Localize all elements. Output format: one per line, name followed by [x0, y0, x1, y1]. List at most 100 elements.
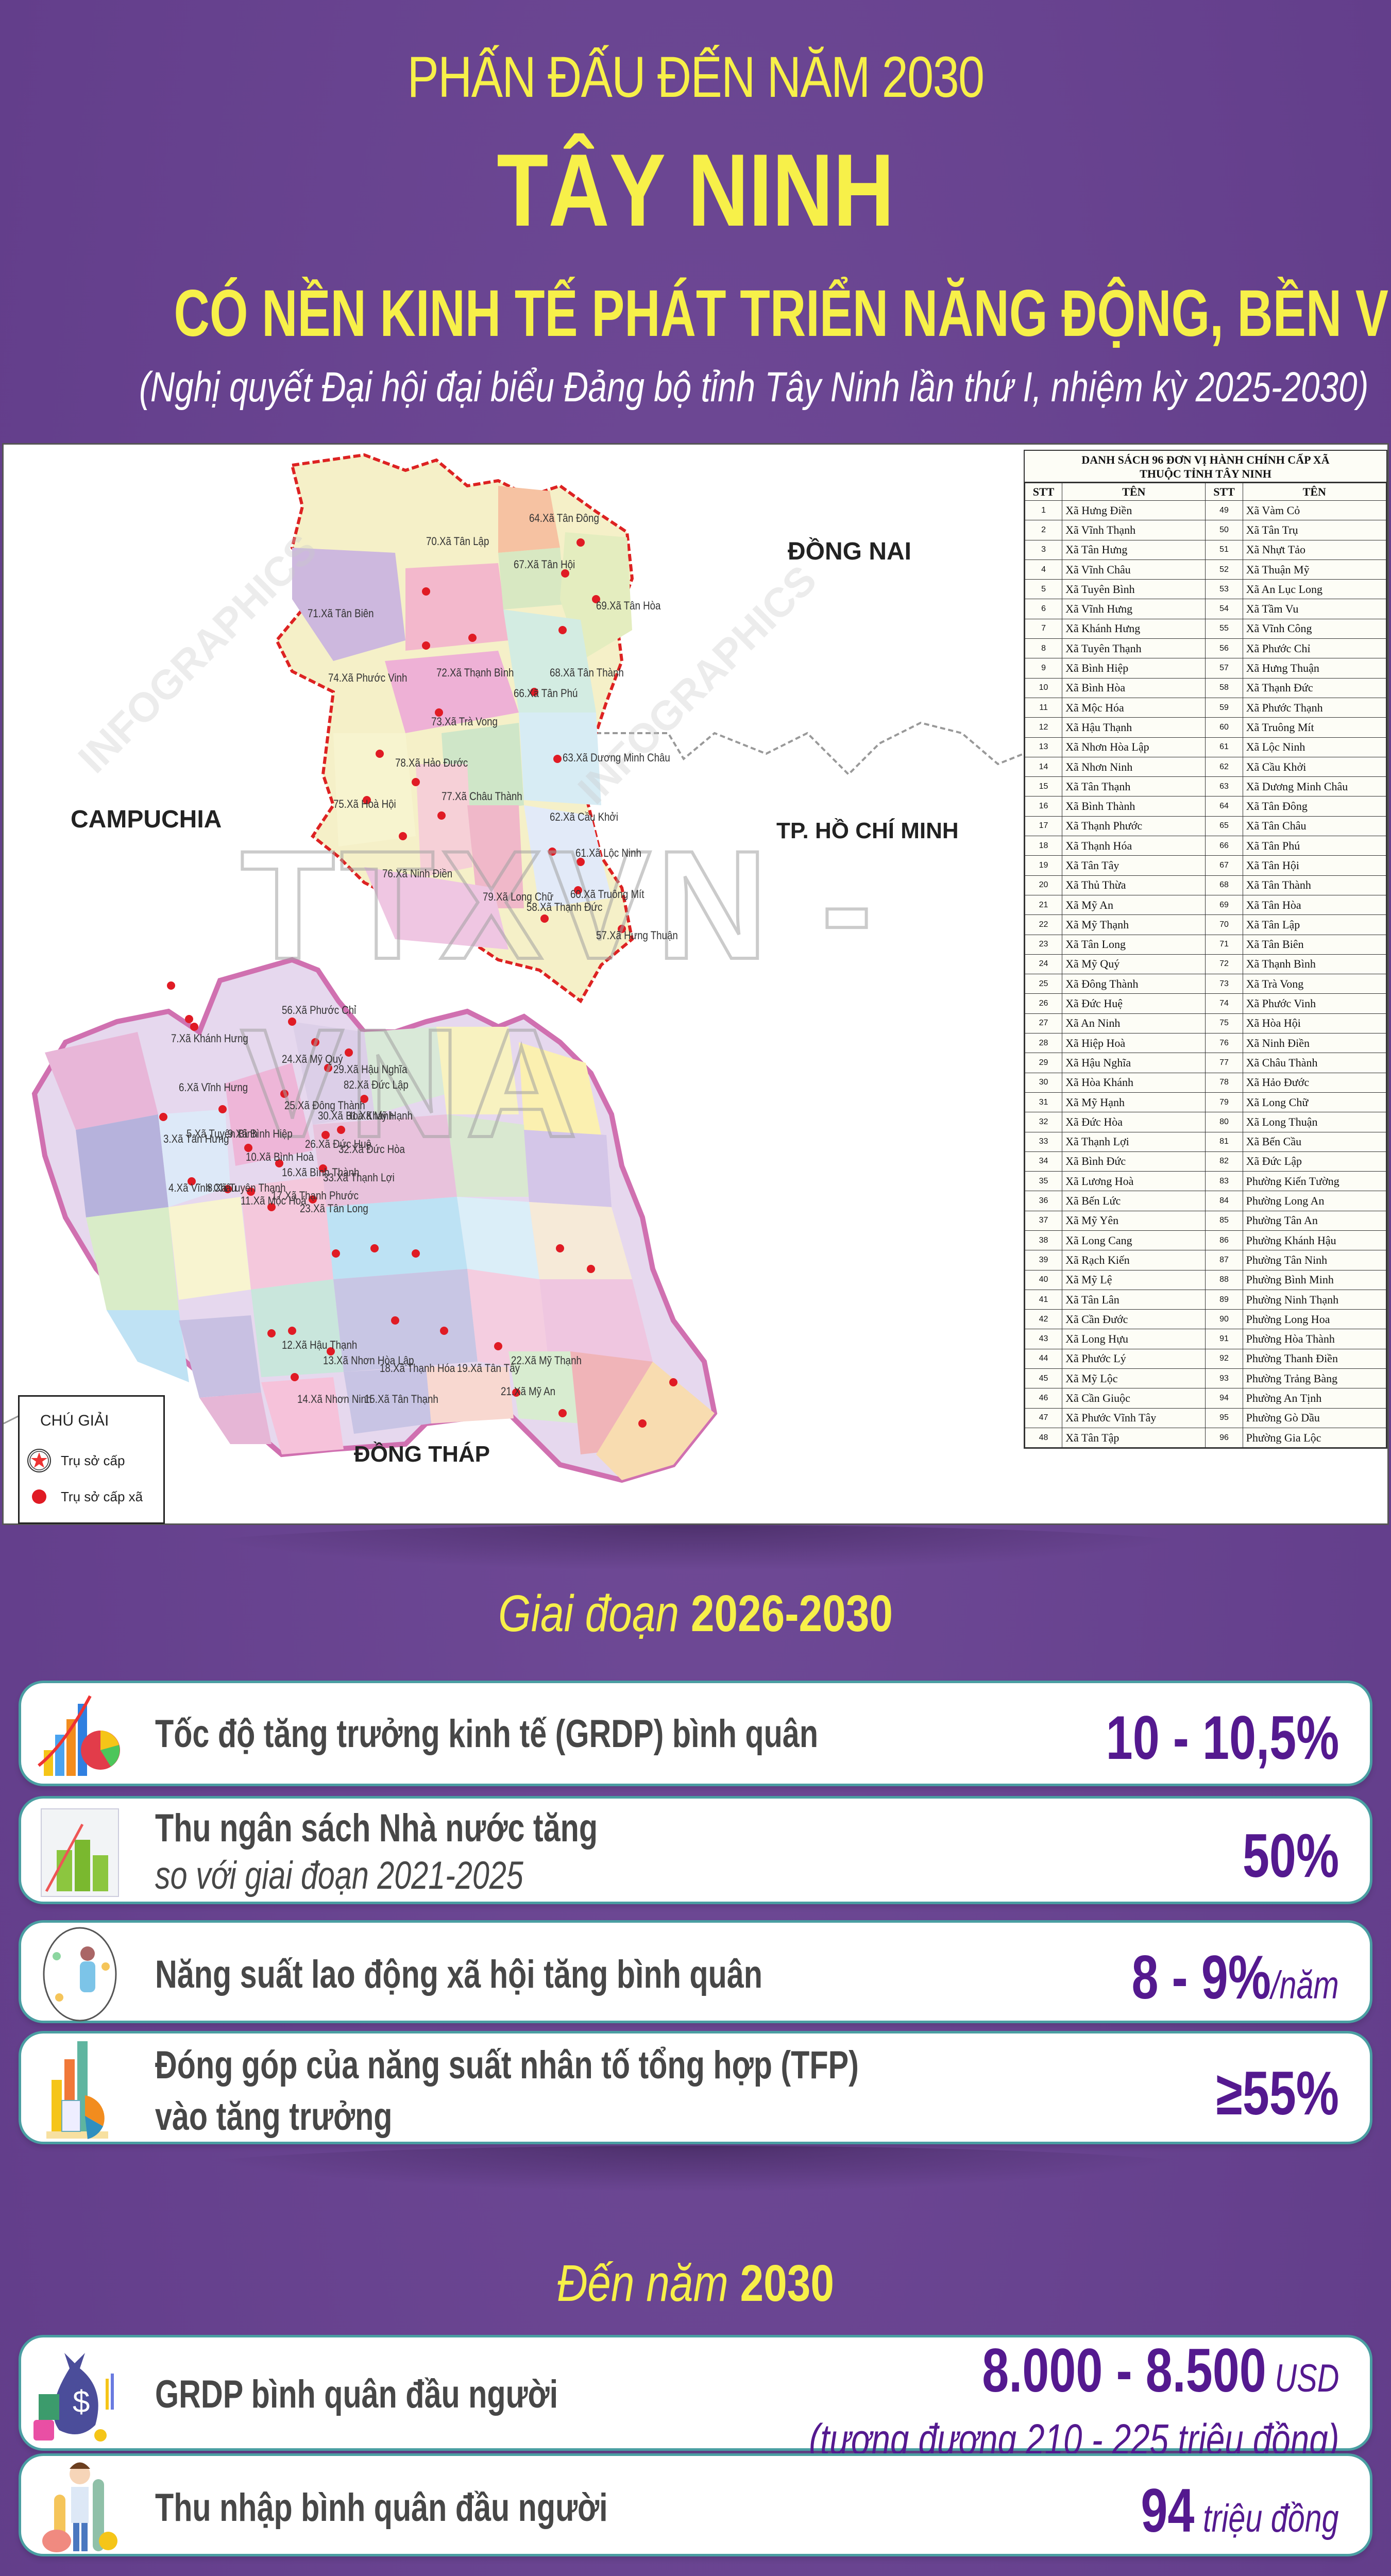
commune-stt: 87: [1205, 1250, 1243, 1270]
commune-stt: 85: [1205, 1210, 1243, 1231]
commune-map-label: 6.Xã Vĩnh Hưng: [179, 1081, 248, 1094]
commune-name: Xã Phước Lý: [1062, 1348, 1206, 1369]
table-row: 1 Xã Hưng Điền 49 Xã Vàm Cỏ: [1024, 500, 1387, 521]
section-title-2026-2030: Giai đoạn 2026-2030: [125, 1584, 1266, 1643]
stat-value-number: 50%: [1242, 1821, 1339, 1890]
table-row: 26 Xã Đức Huệ 74 Xã Phước Vinh: [1024, 993, 1387, 1014]
commune-name: Xã Nhơn Hòa Lập: [1062, 737, 1206, 757]
commune-stt: 49: [1205, 500, 1243, 521]
stat-label-line-1: Thu ngân sách Nhà nước tăng: [155, 1806, 598, 1850]
commune-stt: 6: [1024, 599, 1063, 619]
stat-value-number: 8 - 9%: [1131, 1943, 1271, 2012]
table-row: 17 Xã Thạnh Phước 65 Xã Tân Châu: [1024, 816, 1387, 837]
map-shape-icon: [3, 453, 1024, 1483]
table-row: 44 Xã Phước Lý 92 Phường Thanh Điền: [1024, 1348, 1387, 1369]
table-row: 35 Xã Lương Hoà 83 Phường Kiến Tường: [1024, 1171, 1387, 1192]
province-map: TTXVN - VNA INFOGRAPHICS INFOGRAPHICS ĐỒ…: [3, 445, 1024, 1524]
commune-name: Xã Khánh Hưng: [1062, 618, 1206, 639]
commune-stt: 76: [1205, 1033, 1243, 1054]
commune-map-label: 25.Xã Đông Thành: [284, 1099, 365, 1112]
legend-title: CHÚ GIẢI: [40, 1412, 109, 1429]
table-row: 36 Xã Bến Lức 84 Phường Long An: [1024, 1191, 1387, 1211]
legend-item-province-hq: Trụ sở cấp: [27, 1448, 125, 1473]
resolution-note: (Nghị quyết Đại hội đại biểu Đảng bộ tỉn…: [139, 364, 1369, 411]
stat-card-labor-productivity: Năng suất lao động xã hội tăng bình quân…: [19, 1920, 1372, 2023]
commune-name: Xã Ninh Điền: [1242, 1033, 1387, 1054]
commune-stt: 2: [1024, 520, 1063, 540]
commune-stt: 89: [1205, 1289, 1243, 1310]
commune-stt: 72: [1205, 954, 1243, 975]
commune-stt: 53: [1205, 579, 1243, 600]
commune-name: Xã Mỹ Quý: [1062, 954, 1206, 975]
commune-map-label: 31.Xã Mỹ Hạnh: [346, 1109, 413, 1122]
commune-stt: 44: [1024, 1348, 1063, 1369]
stat-card-tfp: Đóng góp của năng suất nhân tố tổng hợp …: [19, 2031, 1372, 2144]
commune-name: Xã Hiệp Hoà: [1062, 1033, 1206, 1054]
commune-name: Xã Tân Lập: [1242, 914, 1387, 935]
commune-map-label: 76.Xã Ninh Điền: [382, 867, 453, 880]
table-row: 32 Xã Đức Hòa 80 Xã Long Thuận: [1024, 1112, 1387, 1132]
commune-map-label: 5.Xã Tuyên Bình: [186, 1127, 258, 1140]
table-row: 23 Xã Tân Long 71 Xã Tân Biên: [1024, 934, 1387, 955]
commune-map-label: 64.Xã Tân Đông: [529, 512, 599, 524]
commune-stt: 37: [1024, 1210, 1063, 1231]
commune-name: Phường Gia Lộc: [1242, 1427, 1387, 1448]
commune-name: Xã Tân Châu: [1242, 816, 1387, 837]
commune-stt: 35: [1024, 1171, 1063, 1192]
commune-map-label: 23.Xã Tân Long: [300, 1202, 368, 1215]
commune-name: Xã Long Thuận: [1242, 1112, 1387, 1132]
commune-name: Phường Kiến Tường: [1242, 1171, 1387, 1192]
commune-stt: 96: [1205, 1427, 1243, 1448]
commune-stt: 41: [1024, 1289, 1063, 1310]
commune-map-label: 11.Xã Mộc Hoá: [241, 1194, 307, 1207]
commune-stt: 73: [1205, 974, 1243, 994]
commune-map-label: 29.Xã Hậu Nghĩa: [333, 1063, 408, 1076]
commune-name: Phường Tân Ninh: [1242, 1250, 1387, 1270]
commune-stt: 19: [1024, 855, 1063, 876]
commune-name: Phường Khánh Hậu: [1242, 1230, 1387, 1251]
table-row: 25 Xã Đông Thành 73 Xã Trà Vong: [1024, 974, 1387, 994]
commune-stt: 68: [1205, 875, 1243, 895]
stat-value-number: ≥55%: [1216, 2059, 1339, 2128]
table-row: 21 Xã Mỹ An 69 Xã Tân Hòa: [1024, 894, 1387, 916]
commune-name: Phường Ninh Thạnh: [1242, 1289, 1387, 1310]
tfp-chart-icon: [28, 2039, 131, 2142]
commune-map-label: 12.Xã Hậu Thạnh: [282, 1338, 358, 1351]
commune-stt: 34: [1024, 1151, 1063, 1172]
commune-name: Xã Tân Tây: [1062, 855, 1206, 876]
commune-map-label: 57.Xã Hưng Thuận: [596, 929, 678, 942]
commune-name: Xã Tân Lân: [1062, 1289, 1206, 1310]
commune-name: Xã Vĩnh Công: [1242, 618, 1387, 639]
commune-stt: 78: [1205, 1072, 1243, 1093]
stat-label: GRDP bình quân đầu người: [155, 2372, 558, 2416]
commune-map-label: 14.Xã Nhơn Ninh: [297, 1393, 372, 1405]
commune-stt: 65: [1205, 816, 1243, 837]
table-row: 38 Xã Long Cang 86 Phường Khánh Hậu: [1024, 1230, 1387, 1251]
stat-label-line-1: Đóng góp của năng suất nhân tố tổng hợp …: [155, 2043, 859, 2087]
stat-value: 10 - 10,5%: [1106, 1704, 1339, 1772]
stat-card-grdp-growth: Tốc độ tăng trưởng kinh tế (GRDP) bình q…: [19, 1681, 1372, 1786]
commune-name: Xã Lộc Ninh: [1242, 737, 1387, 757]
commune-name: Xã Nhơn Ninh: [1062, 756, 1206, 777]
commune-stt: 75: [1205, 1013, 1243, 1034]
commune-stt: 74: [1205, 993, 1243, 1014]
table-row: 48 Xã Tân Tập 96 Phường Gia Lộc: [1024, 1427, 1387, 1448]
commune-stt: 62: [1205, 756, 1243, 777]
commune-name: Xã Mỹ Yên: [1062, 1210, 1206, 1231]
commune-name: Xã Phước Thạnh: [1242, 697, 1387, 718]
stat-value-number: 10 - 10,5%: [1106, 1703, 1339, 1772]
commune-stt: 69: [1205, 894, 1243, 916]
commune-map-label: 3.Xã Tân Hưng: [163, 1132, 229, 1145]
stat-label: Đóng góp của năng suất nhân tố tổng hợp …: [155, 2040, 859, 2143]
stat-value-unit: USD: [1266, 2357, 1339, 2400]
table-row: 33 Xã Thạnh Lợi 81 Xã Bến Cầu: [1024, 1131, 1387, 1152]
commune-name: Xã Thạnh Lợi: [1062, 1131, 1206, 1152]
commune-name: Xã Bình Thành: [1062, 796, 1206, 817]
commune-name: Xã Tân Hưng: [1062, 539, 1206, 560]
commune-stt: 1: [1024, 500, 1063, 521]
commune-stt: 63: [1205, 776, 1243, 797]
stat-value: 8.000 - 8.500 USD (tương đương 210 - 225…: [809, 2340, 1339, 2470]
commune-map-label: 7.Xã Khánh Hưng: [171, 1032, 248, 1045]
decorative-shadow: [180, 2146, 1211, 2192]
